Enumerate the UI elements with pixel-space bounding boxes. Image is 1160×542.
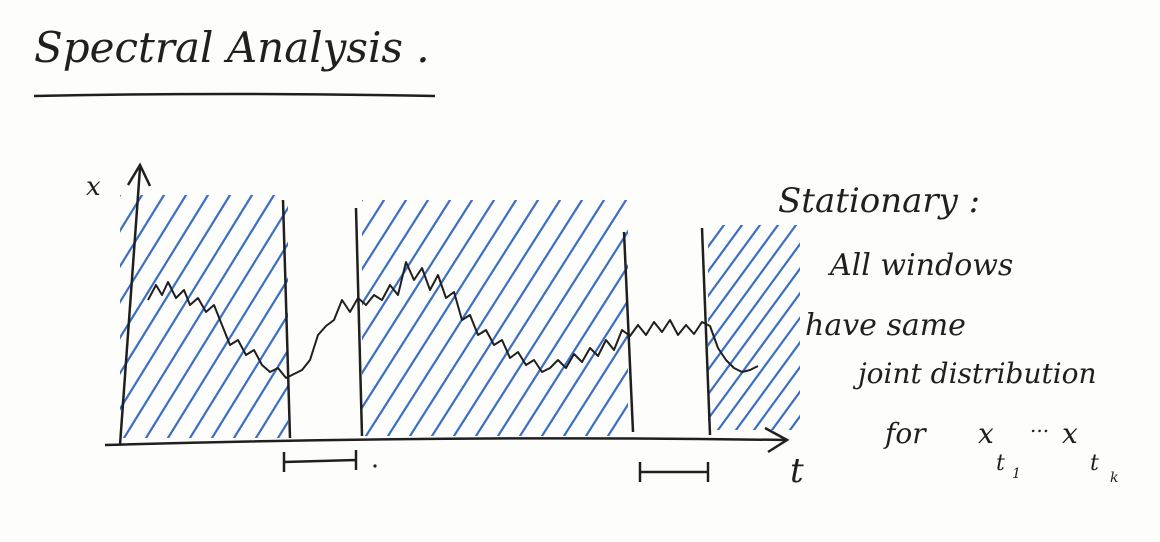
hatch-stroke <box>752 365 800 430</box>
hatch-stroke <box>0 195 98 438</box>
hatch-stroke <box>496 229 628 436</box>
variable-ellipsis: ... <box>1030 413 1049 437</box>
hatch-stroke <box>540 298 628 436</box>
x-axis <box>104 437 786 447</box>
hatch-stroke <box>430 200 584 436</box>
hatch-stroke <box>120 195 188 305</box>
hatch-stroke <box>120 195 254 411</box>
window-1-width-marker <box>282 450 358 472</box>
note-line-4: for <box>883 417 927 450</box>
note-heading: Stationary : <box>778 181 980 221</box>
page-title: Spectral Analysis . <box>34 23 430 72</box>
signal-curve <box>147 261 759 379</box>
hatch-region-right <box>466 225 800 430</box>
hatch-stroke <box>362 200 408 272</box>
hatch-stroke <box>120 195 144 233</box>
window-1-right-boundary <box>354 207 364 437</box>
hatch-stroke <box>362 200 430 306</box>
hatch-stroke <box>474 200 628 436</box>
hatch-stroke <box>518 264 628 436</box>
hatch-stroke <box>144 205 288 438</box>
x-axis-label: t <box>790 451 804 491</box>
hatch-stroke <box>0 195 54 438</box>
hatch-stroke <box>120 195 122 198</box>
variable-second-subscript-index: k <box>1110 470 1118 486</box>
variable-first-subscript-index: 1 <box>1012 466 1021 482</box>
y-axis <box>118 167 142 446</box>
hatch-region-left <box>0 195 288 438</box>
hatch-stroke <box>770 389 800 430</box>
hatch-stroke <box>708 242 800 372</box>
hatch-stroke <box>0 195 76 438</box>
variable-first: x <box>978 417 994 450</box>
hatch-stroke <box>386 200 540 436</box>
hatch-stroke <box>0 195 10 438</box>
hatch-stroke <box>362 200 474 376</box>
window-2-left-boundary <box>622 231 635 433</box>
window-1-left-boundary <box>281 199 292 439</box>
hatch-stroke <box>708 291 800 421</box>
note-line-2: have same <box>805 308 966 343</box>
hatch-stroke <box>166 241 288 438</box>
x-axis-arrowhead <box>764 426 790 454</box>
hatch-stroke <box>364 200 518 436</box>
window-2-width-marker <box>638 462 710 482</box>
variable-first-subscript: t <box>996 451 1005 476</box>
hatch-stroke <box>0 195 32 438</box>
hatch-stroke <box>584 367 628 436</box>
hatch-stroke <box>120 195 210 340</box>
hatch-stroke <box>562 333 628 436</box>
hatch-stroke <box>708 225 780 323</box>
hatch-stroke <box>232 348 288 438</box>
hatch-stroke <box>708 225 726 249</box>
hatch-stroke <box>708 225 744 274</box>
variable-second-subscript: t <box>1090 451 1099 476</box>
hatch-stroke <box>408 200 562 436</box>
hatch-stroke <box>362 200 496 410</box>
y-axis-arrowhead <box>126 162 152 187</box>
hatch-stroke <box>708 225 798 348</box>
variable-second: x <box>1062 417 1078 450</box>
y-axis-label: x <box>86 172 101 202</box>
hatch-stroke <box>120 195 166 269</box>
note-line-3: joint distribution <box>852 357 1097 390</box>
window-1-width-dot <box>373 464 377 468</box>
hatch-stroke <box>708 266 800 397</box>
hatch-stroke <box>362 200 452 341</box>
hatch-stroke <box>734 340 800 430</box>
hatch-stroke <box>122 195 276 438</box>
hatch-stroke <box>120 195 232 376</box>
hatch-stroke <box>466 225 616 430</box>
hatch-stroke <box>276 419 288 438</box>
hatch-stroke <box>716 316 800 430</box>
window-2-right-boundary <box>700 227 712 436</box>
hatch-stroke <box>188 277 288 438</box>
title-underline <box>33 92 436 98</box>
hatch-stroke <box>254 384 288 438</box>
hatch-region-middle <box>362 200 628 436</box>
hatch-stroke <box>708 225 762 298</box>
note-line-1: All windows <box>827 248 1013 283</box>
hatch-stroke <box>452 200 606 436</box>
